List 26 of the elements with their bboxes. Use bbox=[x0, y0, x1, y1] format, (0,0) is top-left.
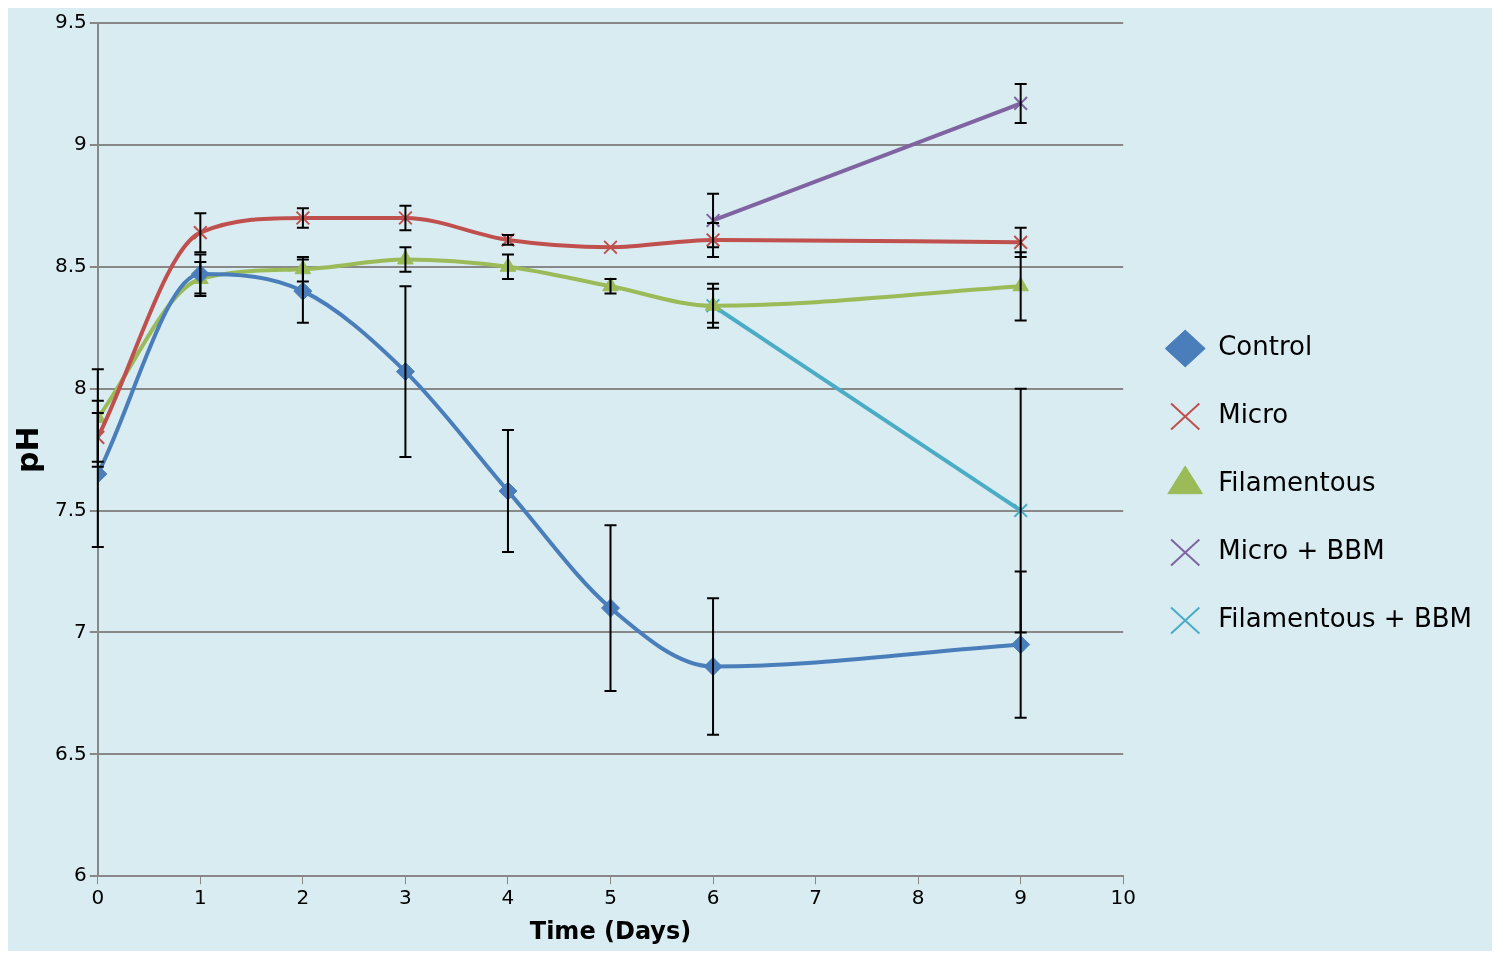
x-tick-label: 8 bbox=[911, 885, 925, 910]
x-tick-label: 10 bbox=[1110, 885, 1136, 910]
legend-label: Micro bbox=[1218, 399, 1289, 430]
y-tick-label: 9.5 bbox=[54, 9, 87, 34]
y-axis-title: pH bbox=[9, 426, 45, 473]
y-tick-label: 7 bbox=[74, 618, 87, 643]
x-tick-label: 9 bbox=[1014, 885, 1028, 910]
legend-label: Micro + BBM bbox=[1218, 535, 1385, 566]
y-tick-label: 6.5 bbox=[54, 740, 87, 765]
y-tick-label: 7.5 bbox=[54, 496, 87, 521]
x-tick-label: 6 bbox=[706, 885, 720, 910]
x-tick-label: 4 bbox=[501, 885, 515, 910]
x-tick-label: 0 bbox=[91, 885, 105, 910]
x-tick-label: 3 bbox=[399, 885, 412, 910]
legend-label: Filamentous bbox=[1218, 467, 1376, 498]
x-tick-label: 1 bbox=[193, 885, 207, 910]
legend-label: Control bbox=[1218, 331, 1313, 362]
x-tick-label: 2 bbox=[296, 885, 310, 910]
x-axis-title: Time (Days) bbox=[529, 916, 692, 945]
y-tick-label: 6 bbox=[74, 862, 87, 887]
y-tick-label: 8.5 bbox=[54, 252, 87, 277]
legend-label: Filamentous + BBM bbox=[1218, 603, 1472, 634]
x-tick-label: 7 bbox=[809, 885, 822, 910]
x-tick-label: 5 bbox=[604, 885, 617, 910]
y-tick-label: 9 bbox=[74, 131, 87, 156]
y-tick-label: 8 bbox=[74, 374, 87, 399]
